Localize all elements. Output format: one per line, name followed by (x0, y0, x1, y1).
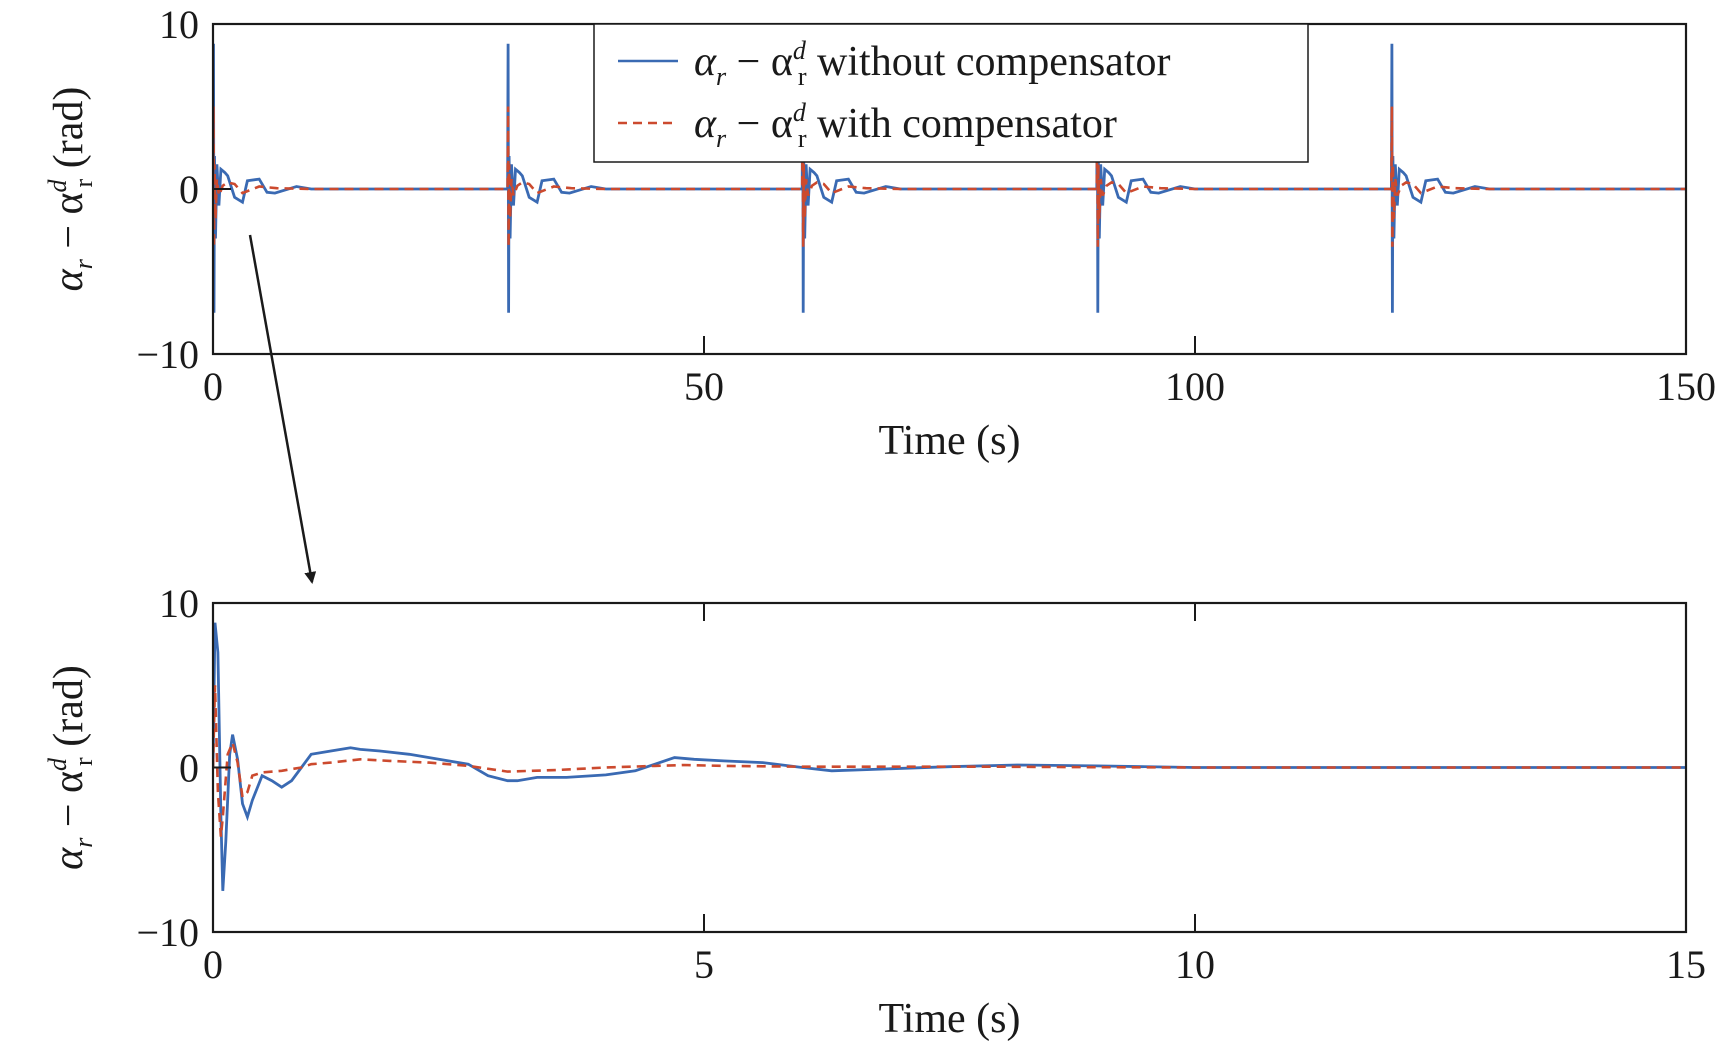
x-tick-label: 5 (694, 942, 714, 987)
x-axis-title: Time (s) (879, 996, 1021, 1042)
y-tick-label: 0 (179, 746, 199, 791)
legend-box (593, 23, 1309, 163)
series-line-with (213, 106, 1686, 247)
x-tick-label: 10 (1175, 942, 1215, 987)
y-tick-label: 10 (159, 581, 199, 626)
y-tick-label: 10 (159, 2, 199, 47)
y-axis-title: αr − αdr (rad) (43, 87, 98, 292)
x-axis-title: Time (s) (879, 418, 1021, 464)
x-tick-label: 0 (203, 942, 223, 987)
x-tick-label: 50 (684, 364, 724, 409)
y-axis-title: αr − αdr (rad) (43, 665, 98, 870)
y-tick-label: −10 (136, 910, 199, 955)
y-tick-label: −10 (136, 332, 199, 377)
legend: αr − αd r without compensator αr − αd r wit… (593, 23, 1309, 163)
x-tick-label: 0 (203, 364, 223, 409)
zoom-arrow (248, 234, 317, 584)
series-line-without (213, 622, 1686, 891)
legend-label-with: αr − αd r with compensator (694, 98, 1117, 153)
legend-label-without: αr − αd r without compensator (694, 36, 1170, 91)
y-tick-label: 0 (179, 167, 199, 212)
x-tick-label: 100 (1165, 364, 1225, 409)
x-tick-label: 150 (1656, 364, 1716, 409)
series-line-with (213, 685, 1686, 837)
x-tick-label: 15 (1666, 942, 1706, 987)
